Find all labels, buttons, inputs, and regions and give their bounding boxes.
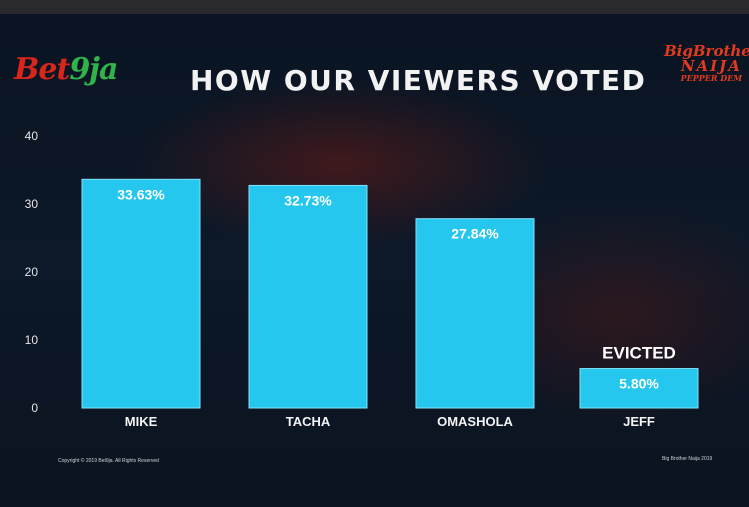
evicted-annotation: EVICTED (602, 344, 676, 363)
bar-value-label: 33.63% (117, 186, 165, 202)
bar-value-label: 5.80% (619, 376, 659, 392)
category-label: OMASHOLA (437, 414, 513, 429)
y-tick-label: 10 (25, 333, 39, 347)
logo-left-part-a: Bet (14, 52, 70, 87)
bar (415, 218, 535, 409)
bar (81, 178, 201, 409)
logo-right-line2: NAIJA (680, 57, 742, 75)
chart-title: HOW OUR VIEWERS VOTED (190, 64, 647, 97)
y-tick-label: 20 (25, 265, 39, 279)
category-label: MIKE (125, 414, 158, 429)
bar (579, 368, 699, 409)
copyright-right-text: Big Brother Naija 2019 (662, 456, 713, 462)
copyright-text: Copyright © 2019 Bet9ja. All Rights Rese… (58, 458, 159, 464)
y-tick-label: 40 (25, 129, 39, 143)
category-label: TACHA (286, 414, 331, 429)
bar-value-label: 32.73% (284, 192, 332, 208)
bar (248, 184, 368, 409)
logo-left-part-b: 9ja (69, 52, 118, 87)
top-border (0, 0, 749, 14)
logo-right-line3: PEPPER DEM (680, 73, 743, 83)
y-tick-label: 0 (31, 401, 38, 415)
y-tick-label: 30 (25, 197, 39, 211)
category-label: JEFF (623, 414, 655, 429)
bar-value-label: 27.84% (451, 226, 499, 242)
bet9ja-logo: Bet9ja (14, 52, 118, 87)
